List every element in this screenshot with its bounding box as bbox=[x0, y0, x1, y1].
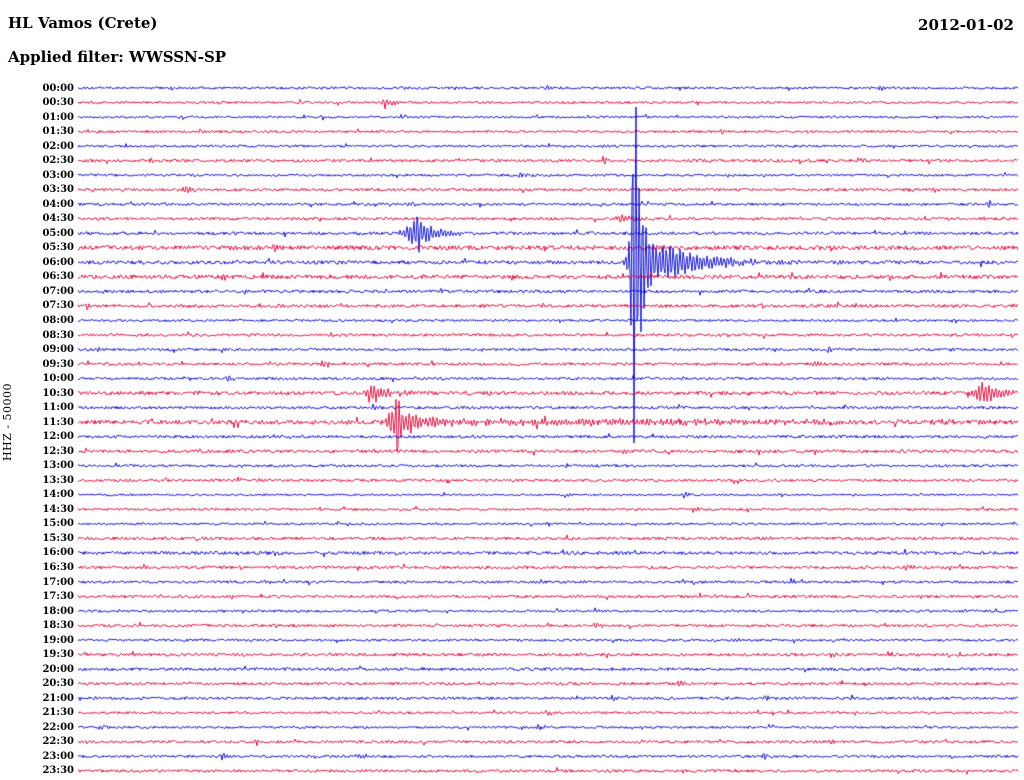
time-label: 22:30 bbox=[42, 736, 74, 748]
time-label: 18:00 bbox=[42, 605, 74, 617]
time-label: 03:30 bbox=[42, 184, 74, 196]
time-label: 02:30 bbox=[42, 155, 74, 167]
time-label: 08:00 bbox=[42, 314, 74, 326]
time-label: 05:00 bbox=[42, 227, 74, 239]
time-label: 12:30 bbox=[42, 445, 74, 457]
time-label: 12:00 bbox=[42, 431, 74, 443]
time-label: 05:30 bbox=[42, 242, 74, 254]
time-label: 16:00 bbox=[42, 547, 74, 559]
time-label: 14:00 bbox=[42, 489, 74, 501]
time-label: 19:30 bbox=[42, 649, 74, 661]
time-label: 09:30 bbox=[42, 358, 74, 370]
time-label: 23:00 bbox=[42, 750, 74, 762]
time-label: 03:00 bbox=[42, 169, 74, 181]
record-date: 2012-01-02 bbox=[918, 16, 1014, 34]
time-label: 07:30 bbox=[42, 300, 74, 312]
time-label: 13:30 bbox=[42, 474, 74, 486]
time-label: 14:30 bbox=[42, 503, 74, 515]
time-label: 06:30 bbox=[42, 271, 74, 283]
time-label: 21:30 bbox=[42, 707, 74, 719]
time-label: 04:30 bbox=[42, 213, 74, 225]
time-label: 06:00 bbox=[42, 256, 74, 268]
channel-scale-label: HHZ - 50000 bbox=[1, 383, 14, 462]
station-title: HL Vamos (Crete) bbox=[8, 14, 158, 32]
time-label: 23:30 bbox=[42, 765, 74, 777]
time-label: 18:30 bbox=[42, 620, 74, 632]
time-label: 11:30 bbox=[42, 416, 74, 428]
time-label: 01:00 bbox=[42, 111, 74, 123]
time-label: 15:30 bbox=[42, 532, 74, 544]
time-label: 00:00 bbox=[42, 82, 74, 94]
time-label: 10:30 bbox=[42, 387, 74, 399]
time-label: 11:00 bbox=[42, 402, 74, 414]
time-label: 19:00 bbox=[42, 634, 74, 646]
time-label: 13:00 bbox=[42, 460, 74, 472]
time-label: 17:30 bbox=[42, 591, 74, 603]
time-label: 04:00 bbox=[42, 198, 74, 210]
time-label: 01:30 bbox=[42, 126, 74, 138]
time-label: 17:00 bbox=[42, 576, 74, 588]
time-label: 20:00 bbox=[42, 663, 74, 675]
time-label: 07:00 bbox=[42, 285, 74, 297]
time-label: 16:30 bbox=[42, 561, 74, 573]
time-label: 09:00 bbox=[42, 344, 74, 356]
time-label: 08:30 bbox=[42, 329, 74, 341]
filter-label: Applied filter: WWSSN-SP bbox=[8, 48, 227, 66]
time-label: 10:00 bbox=[42, 373, 74, 385]
time-label: 22:00 bbox=[42, 721, 74, 733]
time-label: 20:30 bbox=[42, 678, 74, 690]
time-label: 02:00 bbox=[42, 140, 74, 152]
time-label: 21:00 bbox=[42, 692, 74, 704]
time-label: 15:00 bbox=[42, 518, 74, 530]
time-label: 00:30 bbox=[42, 97, 74, 109]
